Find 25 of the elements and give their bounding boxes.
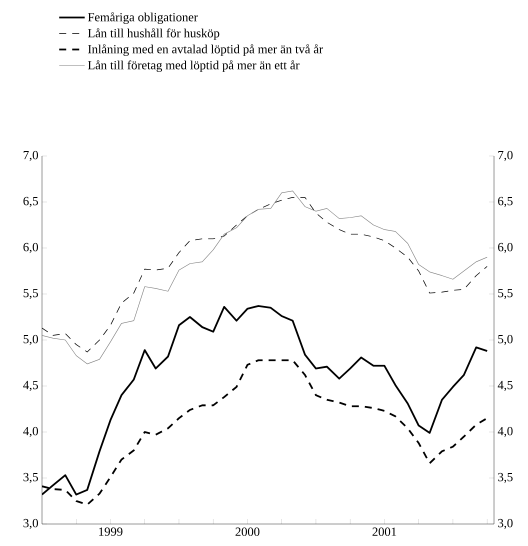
y-tick-label: 6,5: [23, 196, 38, 208]
x-tick-label: 1999: [99, 528, 122, 536]
legend-label: Lån till företag med löptid på mer än ett år: [88, 60, 300, 72]
y2-tick-label: 7,0: [498, 150, 513, 162]
y-tick-label: 4,5: [23, 380, 38, 392]
y-tick-label: 5,5: [24, 288, 38, 300]
y-tick-label: 3,5: [24, 472, 38, 484]
y2-tick-label: 4,5: [498, 380, 513, 392]
y2-tick-label: 6,5: [498, 196, 513, 208]
y-tick-label: 4,0: [23, 426, 38, 438]
y2-tick-label: 6,0: [498, 242, 513, 254]
y2-tick-label: 3,0: [498, 518, 513, 530]
y-tick-label: 3,0: [24, 518, 38, 530]
x-tick-label: 2000: [236, 528, 260, 536]
legend-label: Femåriga obligationer: [88, 12, 198, 24]
legend-label: Inlåning med en avtalad löptid på mer än två år: [88, 44, 324, 56]
y2-tick-label: 5,5: [498, 288, 513, 300]
y2-tick-label: 3,5: [498, 472, 513, 484]
y-tick-label: 7,0: [24, 150, 38, 162]
y-tick-label: 5,0: [24, 334, 38, 346]
legend-label: Lån till hushåll för husköp: [88, 28, 220, 40]
x-tick-label: 2001: [372, 528, 396, 536]
y2-tick-label: 4,0: [498, 426, 513, 438]
y-tick-label: 6,0: [23, 242, 38, 254]
y2-tick-label: 5,0: [498, 334, 513, 346]
